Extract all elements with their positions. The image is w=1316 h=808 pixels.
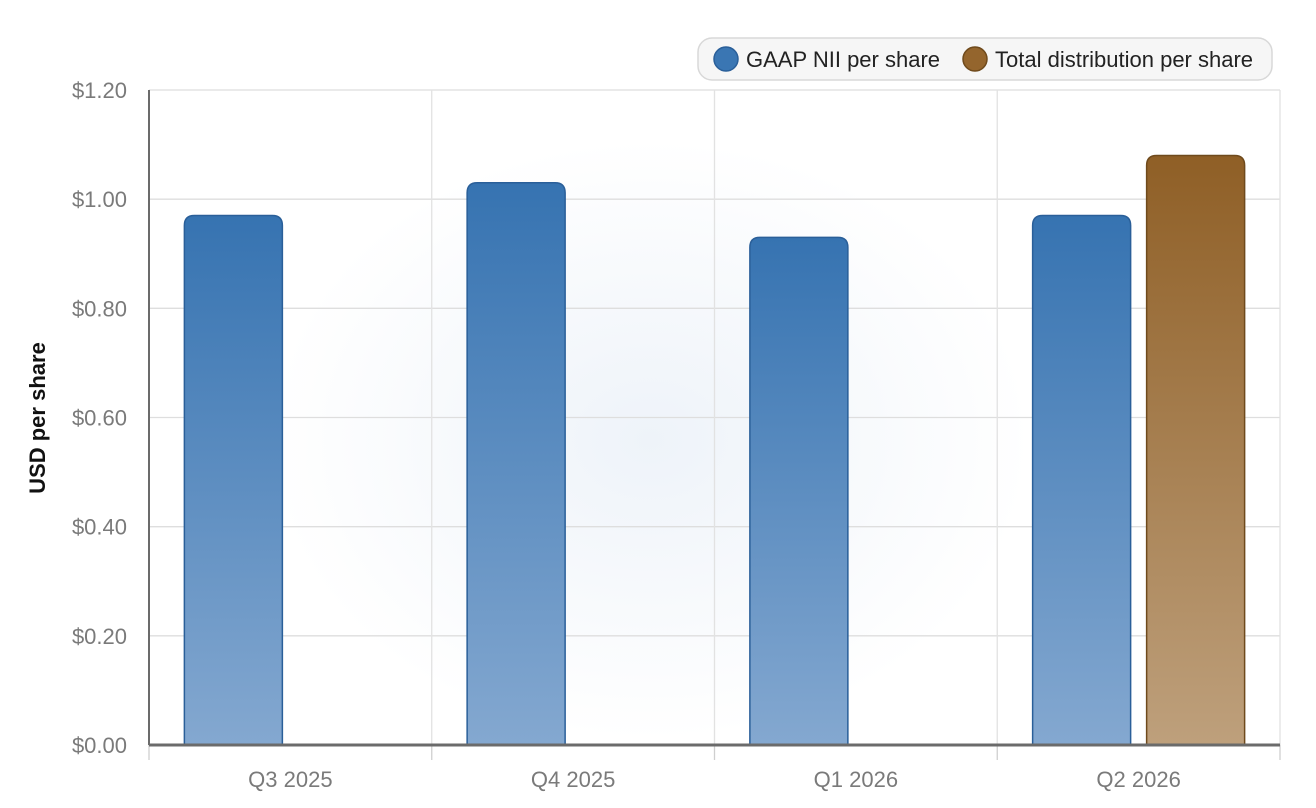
x-tick-labels: Q3 2025 Q4 2025 Q1 2026 Q2 2026 <box>248 767 1181 792</box>
y-tick-label: $0.00 <box>72 733 127 758</box>
y-tick-label: $1.20 <box>72 78 127 103</box>
legend-label-total-distribution: Total distribution per share <box>995 47 1253 72</box>
y-tick-labels: $0.00 $0.20 $0.40 $0.60 $0.80 $1.00 $1.20 <box>72 78 127 758</box>
bar-gaap-nii-1 <box>183 214 284 746</box>
background-glow <box>270 140 1030 740</box>
legend-swatch-gaap-nii <box>713 46 739 72</box>
bar-gaap-nii-3 <box>749 236 849 746</box>
x-tick-label: Q4 2025 <box>531 767 615 792</box>
y-tick-label: $0.80 <box>72 296 127 321</box>
y-axis-label: USD per share <box>25 342 50 494</box>
axes <box>148 90 1281 760</box>
x-tick-label: Q2 2026 <box>1096 767 1180 792</box>
legend-label-gaap-nii: GAAP NII per share <box>746 47 940 72</box>
bar-gaap-nii-2 <box>466 182 566 746</box>
y-tick-label: $1.00 <box>72 187 127 212</box>
bar-gaap-nii-4 <box>1031 214 1132 746</box>
x-tick-label: Q3 2025 <box>248 767 332 792</box>
grid <box>149 89 1281 745</box>
y-tick-label: $0.60 <box>72 406 127 431</box>
y-tick-label: $0.40 <box>72 515 127 540</box>
bar-total-distribution-4 <box>1145 154 1246 746</box>
y-tick-label: $0.20 <box>72 624 127 649</box>
x-tick-label: Q1 2026 <box>814 767 898 792</box>
legend: GAAP NII per share Total distribution per… <box>697 37 1273 81</box>
legend-swatch-total-distribution <box>962 46 988 72</box>
bars <box>183 154 1246 746</box>
